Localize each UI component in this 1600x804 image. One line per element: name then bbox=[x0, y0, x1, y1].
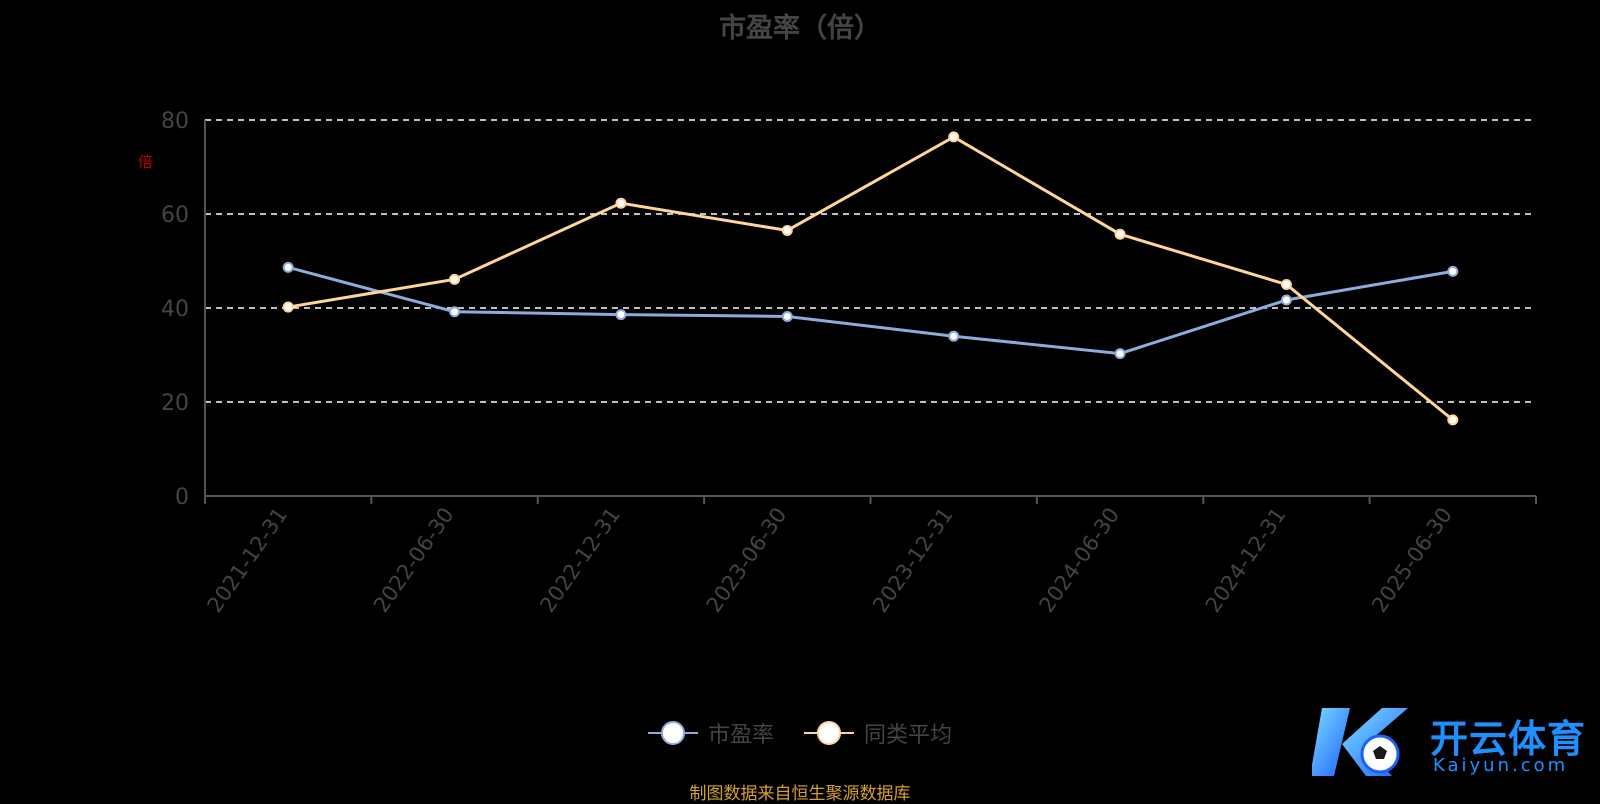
legend-label-peer-average: 同类平均 bbox=[864, 723, 953, 748]
data-point-0 bbox=[615, 309, 627, 321]
watermark-url: Kaiyun.com bbox=[1433, 755, 1569, 776]
data-point-0 bbox=[948, 330, 960, 342]
legend-label-pe: 市盈率 bbox=[707, 723, 774, 748]
data-point-1 bbox=[615, 197, 627, 209]
y-axis-unit-label: 倍 bbox=[138, 153, 154, 171]
data-point-1 bbox=[1447, 414, 1459, 426]
data-point-1 bbox=[1280, 279, 1292, 290]
y-tick-label: 40 bbox=[161, 297, 189, 322]
legend-item-peer-average[interactable]: 同类平均 bbox=[804, 717, 952, 749]
series bbox=[282, 131, 1459, 426]
legend: 市盈率 同类平均 bbox=[0, 717, 1600, 749]
data-point-0 bbox=[1114, 348, 1126, 360]
legend-swatch-peer-icon bbox=[804, 721, 854, 745]
data-point-1 bbox=[781, 224, 793, 236]
y-tick-label: 20 bbox=[161, 391, 189, 416]
data-point-0 bbox=[1280, 294, 1292, 306]
x-tick-label: 2023-06-30 bbox=[702, 503, 792, 617]
y-tick-label: 80 bbox=[161, 109, 189, 134]
data-point-0 bbox=[781, 310, 793, 322]
x-tick-label: 2025-06-30 bbox=[1367, 503, 1457, 617]
data-point-0 bbox=[449, 306, 461, 318]
data-point-0 bbox=[1447, 265, 1459, 277]
series-line-1 bbox=[287, 135, 1454, 422]
x-tick-label: 2023-12-31 bbox=[868, 503, 958, 617]
x-tick-label: 2024-06-30 bbox=[1034, 503, 1124, 617]
legend-item-pe[interactable]: 市盈率 bbox=[647, 717, 774, 749]
line-chart: 0 20 40 60 80 2021-12-31 2022-06-30 2022-12-31 2… bbox=[161, 109, 1537, 617]
kaiyun-logo-icon bbox=[1312, 708, 1408, 776]
data-point-1 bbox=[282, 301, 294, 313]
x-tick-label: 2021-12-31 bbox=[203, 503, 293, 617]
y-tick-label: 0 bbox=[175, 485, 189, 510]
data-point-1 bbox=[948, 131, 960, 143]
x-tick-label: 2022-06-30 bbox=[369, 503, 459, 617]
x-tick-label: 2022-12-31 bbox=[535, 503, 625, 617]
chart-title: 市盈率（倍） bbox=[719, 13, 881, 44]
series-line-0 bbox=[287, 265, 1454, 356]
data-point-1 bbox=[1114, 228, 1126, 240]
data-point-0 bbox=[282, 261, 294, 273]
data-source-note: 制图数据来自恒生聚源数据库 bbox=[689, 784, 911, 804]
axes: 0 20 40 60 80 2021-12-31 2022-06-30 2022-12-31 2… bbox=[161, 109, 1537, 617]
watermark-text: 开云体育 bbox=[1430, 717, 1587, 761]
x-tick-label: 2024-12-31 bbox=[1201, 503, 1291, 617]
legend-swatch-pe-icon bbox=[647, 721, 698, 745]
y-tick-label: 60 bbox=[161, 203, 189, 228]
grid-lines bbox=[205, 119, 1536, 403]
data-point-1 bbox=[449, 273, 461, 285]
